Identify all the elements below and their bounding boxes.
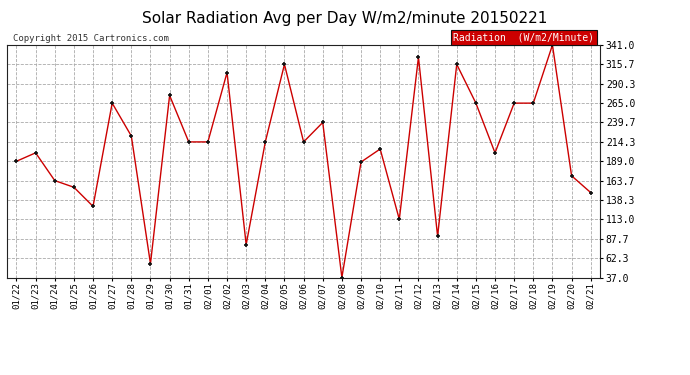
Point bbox=[375, 146, 386, 152]
Point bbox=[413, 54, 424, 60]
Point bbox=[279, 62, 290, 68]
Point bbox=[355, 159, 366, 165]
Point bbox=[145, 261, 156, 267]
Point bbox=[49, 178, 60, 184]
Point bbox=[107, 100, 118, 106]
Point bbox=[394, 216, 405, 222]
Point bbox=[30, 150, 41, 156]
Point bbox=[164, 93, 175, 99]
Point bbox=[184, 139, 195, 145]
Point bbox=[298, 139, 309, 145]
Point bbox=[471, 100, 482, 106]
Point bbox=[202, 139, 213, 145]
Text: Solar Radiation Avg per Day W/m2/minute 20150221: Solar Radiation Avg per Day W/m2/minute … bbox=[142, 11, 548, 26]
Point bbox=[317, 120, 328, 126]
Point bbox=[432, 233, 443, 239]
Point bbox=[566, 173, 577, 179]
Point bbox=[126, 133, 137, 139]
Point bbox=[241, 242, 252, 248]
Text: Radiation  (W/m2/Minute): Radiation (W/m2/Minute) bbox=[453, 33, 594, 43]
Point bbox=[451, 62, 462, 68]
Point bbox=[336, 274, 347, 280]
Point bbox=[528, 100, 539, 106]
Point bbox=[221, 69, 233, 75]
Point bbox=[489, 150, 500, 156]
Point bbox=[88, 203, 99, 209]
Point bbox=[260, 139, 271, 145]
Point bbox=[11, 158, 22, 164]
Text: Copyright 2015 Cartronics.com: Copyright 2015 Cartronics.com bbox=[13, 34, 169, 43]
Point bbox=[68, 184, 79, 190]
Point bbox=[585, 190, 596, 196]
Point bbox=[547, 42, 558, 48]
Point bbox=[509, 100, 520, 106]
